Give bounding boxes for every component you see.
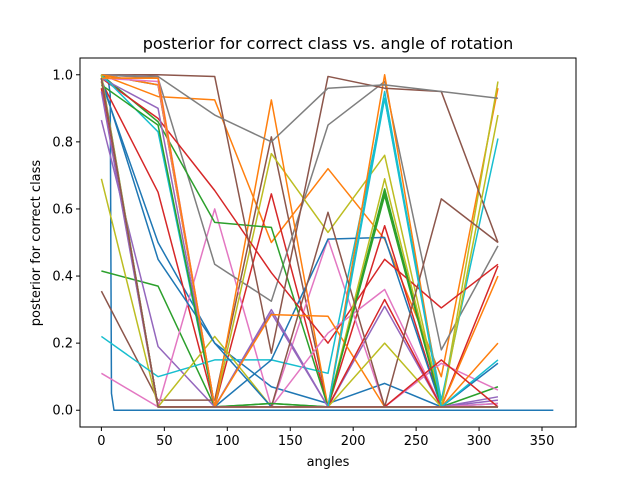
x-tick-label: 50 xyxy=(156,434,173,449)
y-tick-label: 1.0 xyxy=(52,68,73,83)
y-tick-label: 0.8 xyxy=(52,135,73,150)
y-tick-label: 0.2 xyxy=(52,337,73,352)
x-tick-label: 200 xyxy=(341,434,366,449)
x-axis-label: angles xyxy=(307,455,350,470)
x-tick-label: 100 xyxy=(215,434,240,449)
chart-title: posterior for correct class vs. angle of… xyxy=(143,34,514,53)
y-tick-label: 0.4 xyxy=(52,270,73,285)
x-tick-label: 350 xyxy=(530,434,555,449)
y-tick-label: 0.6 xyxy=(52,202,73,217)
y-tick-label: 0.0 xyxy=(52,404,73,419)
x-tick-label: 0 xyxy=(97,434,105,449)
y-axis-label: posterior for correct class xyxy=(29,160,44,327)
x-tick-label: 150 xyxy=(278,434,303,449)
x-tick-label: 300 xyxy=(467,434,492,449)
x-tick-label: 250 xyxy=(404,434,429,449)
